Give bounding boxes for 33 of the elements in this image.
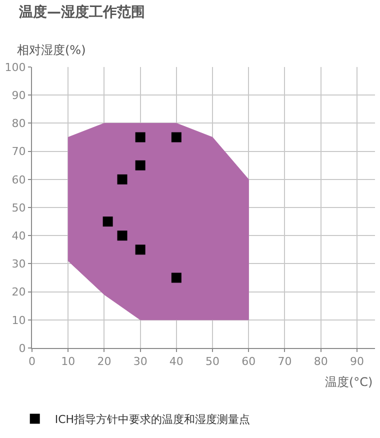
y-tick-label: 50 (12, 201, 26, 214)
y-tick-label: 10 (12, 314, 26, 327)
y-tick-label: 70 (12, 145, 26, 158)
point (117, 230, 128, 241)
point (171, 132, 182, 142)
y-tick-label: 0 (18, 342, 26, 355)
y-tick-label: 30 (12, 258, 26, 271)
x-tick-label: 80 (314, 355, 328, 368)
chart-title: 温度—湿度工作范围 (18, 3, 145, 20)
x-tick-label: 0 (28, 355, 36, 368)
y-tick-label: 100 (4, 60, 26, 74)
y-tick-label: 60 (12, 173, 26, 186)
x-tick-label: 10 (61, 355, 76, 368)
x-tick-label: 90 (350, 355, 364, 368)
y-tick-label: 20 (12, 286, 26, 299)
y-tick-label: 80 (12, 117, 26, 130)
x-tick-label: 70 (278, 355, 292, 368)
y-tick-label: 40 (12, 229, 26, 242)
x-tick-label: 40 (169, 355, 184, 368)
x-tick-label: 20 (97, 355, 112, 368)
y-axis-title: 相对湿度(%) (17, 43, 86, 57)
x-tick-label: 60 (242, 355, 256, 368)
x-tick-label: 30 (133, 355, 148, 368)
point (135, 160, 146, 170)
point (102, 216, 113, 227)
point (171, 272, 182, 283)
x-tick-label: 50 (206, 355, 220, 368)
x-axis-title: 温度(°C) (325, 375, 373, 389)
point (135, 132, 146, 142)
point (135, 244, 146, 255)
point (117, 174, 128, 184)
legend-label: ICH指导方针中要求的温度和湿度测量点 (54, 412, 250, 426)
y-tick-label: 90 (12, 88, 26, 102)
